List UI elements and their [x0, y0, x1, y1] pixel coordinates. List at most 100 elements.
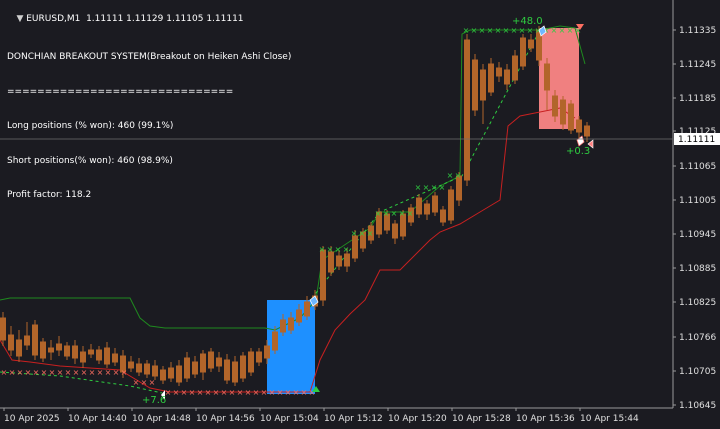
time-tick-label: 10 Apr 15:20 — [388, 414, 447, 424]
candle-body — [584, 125, 590, 137]
candle-body — [136, 363, 142, 373]
candle-body — [552, 95, 558, 117]
short-cross-marker: × — [141, 378, 148, 387]
long-cross-marker: × — [319, 245, 326, 254]
long-cross-marker: × — [463, 26, 470, 35]
short-cross-marker: × — [1, 368, 8, 377]
short-cross-marker: × — [41, 368, 48, 377]
profit-label-short: +0.3 — [566, 146, 590, 157]
short-cross-marker: × — [133, 378, 140, 387]
candle-body — [168, 367, 174, 379]
price-tick-label: 1.11005 — [679, 196, 716, 206]
time-tick-label: 10 Apr 14:48 — [132, 414, 191, 424]
candle-body — [104, 347, 110, 365]
long-cross-marker: × — [455, 171, 462, 180]
candle-body — [576, 119, 582, 133]
long-cross-marker: × — [575, 26, 582, 35]
time-tick-label: 10 Apr 2025 — [4, 414, 60, 424]
candle-body — [416, 197, 422, 215]
candle-body — [248, 351, 254, 373]
candle-body — [472, 59, 478, 111]
long-signal-arrow-up — [312, 386, 320, 392]
short-cross-marker: × — [269, 388, 276, 397]
short-cross-marker: × — [293, 388, 300, 397]
price-tick-label: 1.10705 — [679, 367, 716, 377]
short-cross-marker: × — [81, 368, 88, 377]
short-cross-marker: × — [149, 378, 156, 387]
candle-body — [48, 347, 54, 353]
candle-body — [32, 324, 38, 356]
short-cross-marker: × — [121, 368, 128, 377]
candle-body — [320, 249, 326, 301]
short-cross-marker: × — [189, 388, 196, 397]
long-cross-marker: × — [495, 26, 502, 35]
short-exit-arrow — [587, 139, 594, 149]
candle-body — [344, 253, 350, 267]
long-cross-marker: × — [327, 245, 334, 254]
candle-body — [544, 63, 550, 91]
long-cross-marker: × — [343, 245, 350, 254]
candle-body — [328, 251, 334, 273]
candle-body — [520, 37, 526, 67]
profit-label-top: +48.0 — [512, 16, 543, 27]
candle-body — [448, 189, 454, 221]
candle-body — [456, 175, 462, 201]
long-cross-marker: × — [471, 26, 478, 35]
long-cross-marker: × — [535, 26, 542, 35]
upper-channel-line — [0, 25, 586, 331]
long-cross-marker: × — [479, 26, 486, 35]
candle-body — [336, 255, 342, 267]
long-cross-marker: × — [359, 229, 366, 238]
triangle-down-icon[interactable]: ▼ — [16, 14, 27, 24]
candle-body — [264, 345, 270, 359]
short-cross-marker: × — [33, 368, 40, 377]
long-cross-marker: × — [559, 26, 566, 35]
candle-body — [368, 225, 374, 241]
candle-body — [8, 334, 14, 351]
long-cross-marker: × — [431, 183, 438, 192]
strategy-info-panel: DONCHIAN BREAKOUT SYSTEM(Breakout on Hei… — [7, 29, 291, 225]
long-cross-marker: × — [415, 183, 422, 192]
candle-body — [208, 351, 214, 369]
price-tick-label: 1.11125 — [679, 127, 716, 137]
signal-markers: × × × × × × × × × × × × × × × ×× × ×× × × × × × × × × × × × × × × × × × ×× ×… — [1, 16, 594, 406]
candle-body — [376, 211, 382, 235]
info-separator: ============================== — [7, 86, 234, 97]
price-tick-label: 1.10766 — [679, 333, 716, 343]
long-cross-marker: × — [407, 209, 414, 218]
candle-body — [200, 353, 206, 373]
symbol-header: ▼ EURUSD,M1 1.11111 1.11129 1.11105 1.11… — [5, 4, 243, 34]
candle-body — [16, 339, 22, 357]
candle-body — [184, 357, 190, 379]
short-cross-marker: × — [89, 368, 96, 377]
short-cross-marker: × — [181, 388, 188, 397]
short-cross-marker: × — [9, 368, 16, 377]
price-tick-label: 1.11185 — [679, 94, 716, 104]
time-tick-label: 10 Apr 15:36 — [516, 414, 575, 424]
info-title: DONCHIAN BREAKOUT SYSTEM(Breakout on Hei… — [7, 52, 292, 62]
trade-zones — [267, 28, 579, 394]
short-cross-marker: × — [213, 388, 220, 397]
candle-body — [560, 99, 566, 125]
long-entry-diamond — [309, 295, 319, 307]
info-short-positions: Short positions(% won): 460 (98.9%) — [7, 155, 173, 166]
long-cross-marker: × — [391, 209, 398, 218]
candle-body — [400, 213, 406, 237]
long-cross-marker: × — [551, 26, 558, 35]
candle-body — [288, 317, 294, 331]
short-cross-marker: × — [97, 368, 104, 377]
time-tick-label: 10 Apr 14:56 — [196, 414, 255, 424]
time-tick-label: 10 Apr 15:44 — [580, 414, 639, 424]
long-cross-marker: × — [383, 209, 390, 218]
price-tick-label: 1.10825 — [679, 298, 716, 308]
time-tick-label: 10 Apr 15:04 — [260, 414, 319, 424]
candle-body — [240, 355, 246, 379]
time-tick-label: 10 Apr 15:12 — [324, 414, 383, 424]
candle-body — [352, 235, 358, 259]
long-cross-marker: × — [511, 26, 518, 35]
candle-body — [496, 67, 502, 77]
long-cross-marker: × — [375, 209, 382, 218]
short-cross-marker: × — [173, 388, 180, 397]
